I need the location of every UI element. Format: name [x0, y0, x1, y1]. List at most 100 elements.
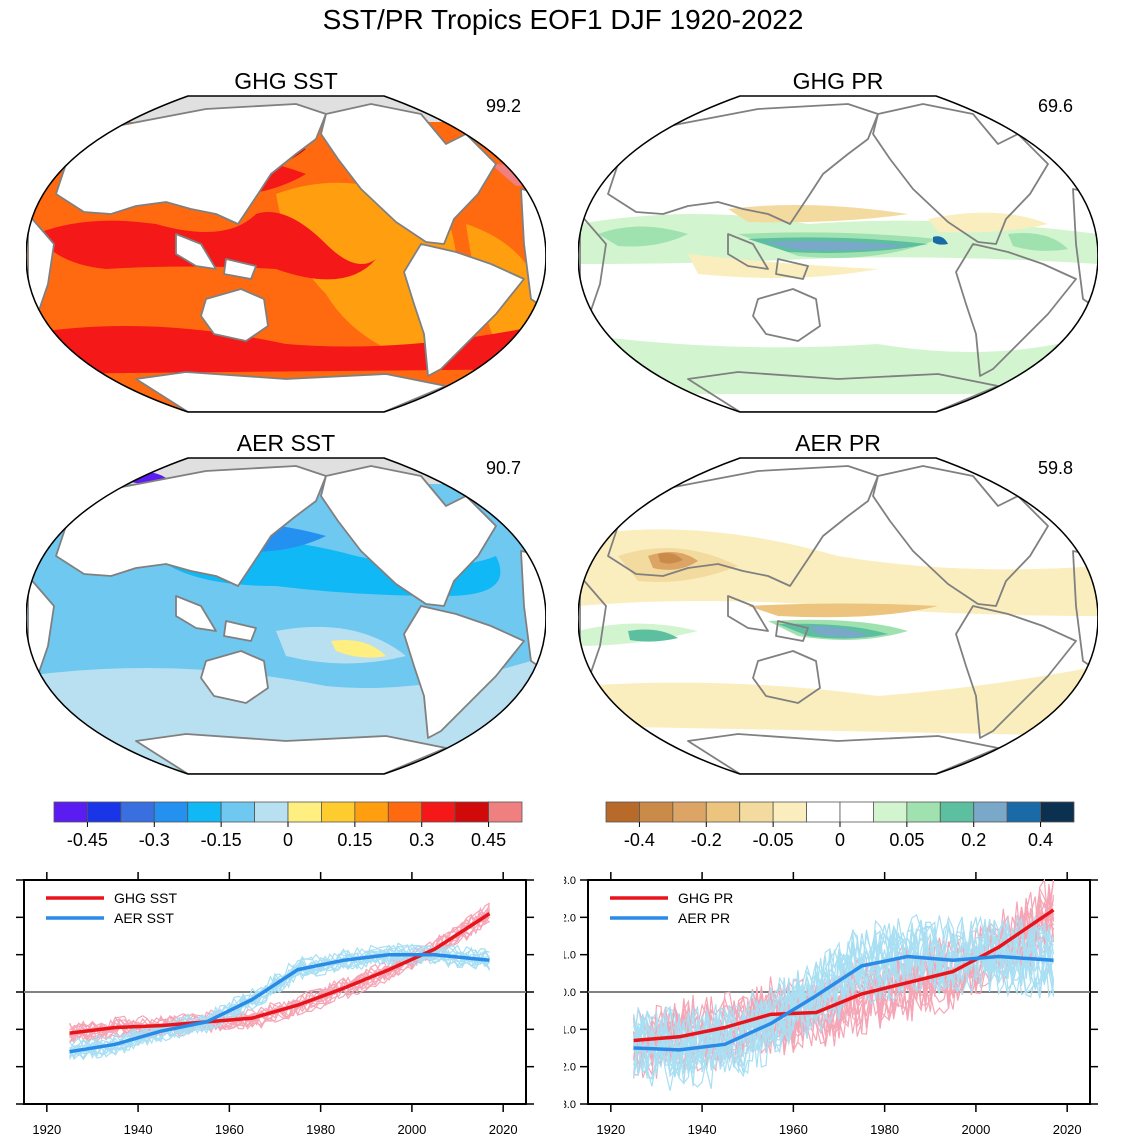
field-contour-7 — [728, 205, 908, 223]
coastline-7 — [175, 233, 217, 270]
coastline-0 — [607, 103, 879, 225]
colorbar-swatch — [705, 801, 741, 823]
colorbar-swatch — [873, 801, 908, 823]
y-tick-label: 3.0 — [564, 875, 576, 887]
coastline-1 — [320, 103, 497, 245]
coastline-3 — [752, 650, 821, 704]
map-border — [26, 95, 546, 413]
colorbar-swatch — [1006, 801, 1041, 823]
coastline-0 — [55, 103, 327, 225]
x-tick-label: 1920 — [596, 1122, 625, 1137]
coastline-7 — [727, 233, 769, 270]
coastline-3 — [752, 288, 821, 342]
x-tick-label: 2000 — [397, 1122, 426, 1137]
x-tick-label: 1960 — [779, 1122, 808, 1137]
field-contour-8 — [808, 626, 868, 638]
field-contour-10 — [578, 666, 1098, 736]
coastline-6 — [135, 733, 447, 774]
x-tick-label: 1920 — [32, 1122, 61, 1137]
series-line-aer-sst — [69, 952, 490, 1054]
colorbar-swatch — [120, 801, 155, 823]
ensemble-member-line — [69, 906, 490, 1038]
x-tick-label: 1940 — [124, 1122, 153, 1137]
colorbar-label: -0.05 — [753, 830, 794, 850]
colorbar-swatch — [973, 801, 1008, 823]
map-ghg-sst — [26, 95, 546, 413]
colorbar-swatch — [639, 801, 674, 823]
colorbar-label: -0.4 — [624, 830, 655, 850]
colorbar-swatch — [906, 801, 941, 823]
colorbar-label: 0 — [283, 830, 293, 850]
colorbar-label: 0.3 — [409, 830, 434, 850]
ensemble-member-line — [633, 915, 1055, 1070]
colorbar-swatch — [153, 801, 189, 823]
y-tick-label: -2.0 — [564, 1062, 576, 1074]
colorbar-sst: -0.45 -0.3 -0.15 0 0.15 0.3 0.45 — [53, 801, 523, 850]
map-pct-ghg-sst: 99.2 — [486, 96, 522, 116]
ensemble-member-line — [69, 909, 490, 1034]
ensemble-member-line — [633, 931, 1055, 1087]
colorbar-label: -0.2 — [691, 830, 722, 850]
coastline-1 — [872, 103, 1049, 245]
colorbar-label: -0.45 — [67, 830, 108, 850]
coastline-6 — [687, 733, 999, 774]
colorbar-swatch — [421, 801, 456, 823]
y-tick-label: -1.0 — [564, 1024, 576, 1036]
field-contour-9 — [933, 236, 948, 245]
colorbar-swatch — [739, 801, 774, 823]
legend-label: AER PR — [678, 910, 730, 926]
map-pct-ghg-pr: 69.6 — [1038, 96, 1074, 116]
x-tick-label: 1980 — [306, 1122, 335, 1137]
field-contour-6 — [688, 254, 878, 278]
coastline-6 — [135, 371, 447, 412]
series-line-ghg-sst — [69, 912, 491, 1035]
colorbar-swatch — [387, 801, 423, 823]
x-tick-label: 1980 — [870, 1122, 899, 1137]
field-contour-2 — [598, 226, 688, 247]
coastline-8 — [775, 620, 809, 642]
colorbar-label: -0.15 — [201, 830, 242, 850]
colorbar-swatch — [806, 801, 841, 823]
coastline-7 — [727, 595, 769, 632]
field-contour-2 — [36, 212, 376, 280]
x-tick-label: 2020 — [1053, 1122, 1082, 1137]
ensemble-member-line — [69, 912, 491, 1039]
colorbar-swatch — [287, 801, 322, 823]
field-contour-4 — [748, 603, 938, 618]
series-line-aer-pr — [633, 954, 1054, 1052]
field-contour-1 — [578, 334, 1098, 394]
main-title: SST/PR Tropics EOF1 DJF 1920-2022 — [322, 4, 804, 35]
field-contour-9 — [628, 629, 678, 642]
colorbar-swatch — [220, 801, 255, 823]
field-contour-5 — [26, 324, 546, 374]
coastline-8 — [775, 258, 809, 280]
y-tick-label: -3.0 — [564, 1099, 576, 1111]
colorbar-swatch — [454, 801, 489, 823]
legend-label: GHG SST — [114, 890, 177, 906]
colorbar-swatch — [839, 801, 874, 823]
map-border — [578, 95, 1098, 413]
map-pct-aer-pr: 59.8 — [1038, 458, 1074, 478]
map-border — [26, 457, 546, 775]
colorbar-pr: -0.4 -0.2 -0.05 0 0.05 0.2 0.4 — [605, 801, 1075, 850]
ensemble-member-line — [633, 924, 1054, 1071]
colorbar-swatch — [53, 801, 88, 823]
map-pct-aer-sst: 90.7 — [486, 458, 522, 478]
colorbar-label: -0.3 — [139, 830, 170, 850]
coastline-3 — [200, 650, 269, 704]
colorbar-label: 0 — [835, 830, 845, 850]
coastline-2 — [403, 605, 525, 739]
x-tick-label: 2000 — [961, 1122, 990, 1137]
legend-label: AER SST — [114, 910, 174, 926]
field-contour-5 — [763, 241, 908, 251]
map-title-aer-pr: AER PR — [795, 430, 881, 456]
colorbar-label: 0.15 — [337, 830, 372, 850]
coastline-0 — [55, 465, 327, 587]
colorbar-swatch — [772, 801, 807, 823]
colorbar-label: 0.4 — [1028, 830, 1053, 850]
y-tick-label: 2.0 — [564, 912, 576, 924]
x-tick-label: 1960 — [215, 1122, 244, 1137]
colorbar-swatch — [354, 801, 389, 823]
coastline-2 — [955, 605, 1077, 739]
colorbar-swatch — [939, 801, 975, 823]
